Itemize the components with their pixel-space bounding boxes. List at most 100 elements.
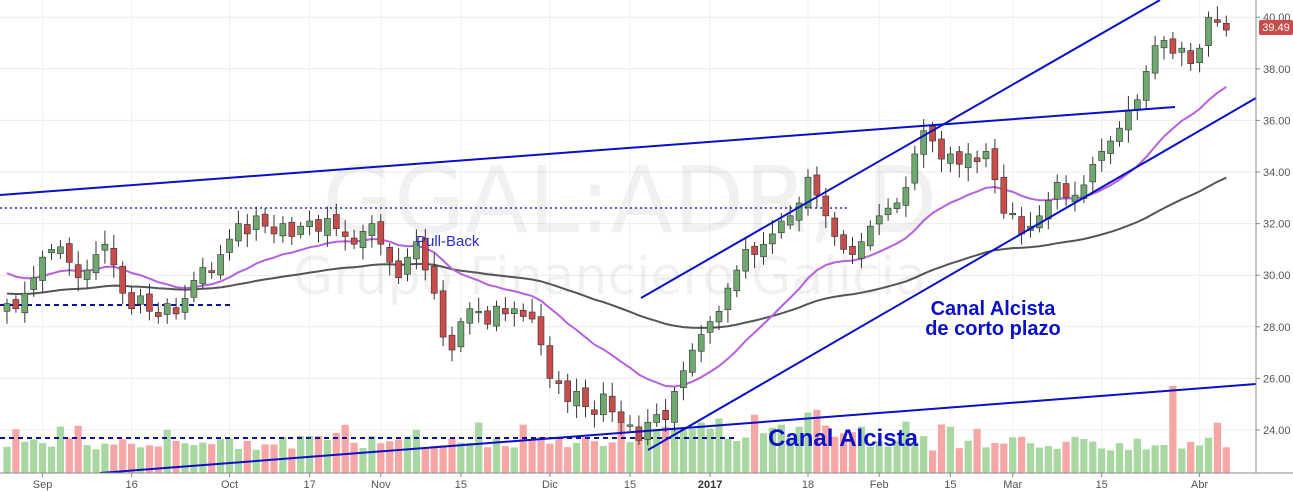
volume-bar <box>662 426 670 473</box>
volume-bar <box>991 443 999 473</box>
candle-body <box>457 321 465 348</box>
volume-bar <box>1115 443 1124 473</box>
volume-bar <box>119 439 127 473</box>
volume-bar <box>261 444 269 473</box>
volume-bar <box>279 436 287 473</box>
x-tick-label: 16 <box>125 479 137 491</box>
x-tick-label: 15 <box>624 479 636 491</box>
volume-bar <box>145 445 153 473</box>
candle-body <box>475 311 483 314</box>
volume-bar <box>65 438 73 473</box>
x-tick-label: Sep <box>33 479 53 491</box>
x-axis-bg <box>0 473 1293 491</box>
candle-body <box>217 254 224 276</box>
candle-body <box>92 254 100 274</box>
volume-bar <box>964 440 972 473</box>
volume-bar <box>857 426 865 473</box>
candle-body <box>386 247 394 263</box>
candle-body <box>421 237 429 271</box>
volume-bar <box>1098 448 1106 473</box>
x-tick-label: 15 <box>1096 479 1108 491</box>
volume-bar <box>208 444 216 473</box>
volume-bar <box>217 439 225 473</box>
x-tick-label: Oct <box>221 479 238 491</box>
volume-bar <box>724 438 732 473</box>
volume-bar <box>759 433 768 473</box>
y-tick-label: 24.00 <box>1263 425 1291 437</box>
candle-body <box>235 223 242 242</box>
volume-bar <box>234 448 242 473</box>
x-tick-label: 15 <box>455 479 467 491</box>
price-badge-bg <box>1259 20 1293 35</box>
volume-bar <box>510 447 518 473</box>
candle-body <box>1169 38 1177 54</box>
candle-body <box>635 426 643 441</box>
candle-body <box>715 311 723 323</box>
volume-bar <box>1204 437 1213 473</box>
long-term-channel-upper <box>0 106 1176 196</box>
volume-bar <box>1018 436 1026 473</box>
volume-bar <box>386 441 394 473</box>
volume-bar <box>751 414 759 473</box>
channel-label: Canal Alcista <box>768 425 918 452</box>
candle-body <box>208 270 215 273</box>
volume-bar <box>644 437 652 473</box>
candle-body <box>57 246 64 254</box>
candle-body <box>279 223 287 237</box>
volume-bar <box>893 440 901 473</box>
candle-body <box>1053 182 1061 200</box>
volume-bar <box>1151 445 1159 473</box>
volume-bar <box>599 446 607 473</box>
volume-bar <box>1089 441 1097 473</box>
volume-bar <box>617 421 625 473</box>
candle-body <box>706 321 714 333</box>
candle-body <box>955 151 963 165</box>
volume-bar <box>733 441 741 473</box>
volume-bar <box>30 439 38 473</box>
volume-bar <box>1187 441 1195 473</box>
candle-body <box>902 187 910 206</box>
candle-body <box>626 424 634 427</box>
candle-body <box>12 299 20 310</box>
candle-body <box>528 311 536 320</box>
candle-body <box>866 225 874 247</box>
candle-body <box>324 218 331 236</box>
volume-bar <box>181 443 189 473</box>
volume-bar <box>768 427 776 473</box>
volume-bar <box>697 422 705 473</box>
volume-bar <box>359 448 367 473</box>
y-tick-label: 28.00 <box>1263 322 1291 334</box>
moving-average-long <box>6 176 1227 329</box>
volume-bar <box>3 446 11 473</box>
candle-body <box>875 215 883 225</box>
volume-bar <box>466 442 474 473</box>
trend-lines <box>0 0 1257 474</box>
short-channel-lower <box>647 97 1257 451</box>
candle-body <box>582 387 589 408</box>
volume-bar <box>1071 436 1079 473</box>
candle-body <box>822 195 830 217</box>
volume-bar <box>421 447 429 473</box>
volume-bar <box>448 438 456 473</box>
candle-body <box>288 222 296 237</box>
volume-bar <box>83 445 91 473</box>
candle-body <box>653 414 661 423</box>
candle-body <box>21 292 29 314</box>
annotations: Pull-Back Canal Alcista de corto plazo C… <box>416 233 1061 452</box>
candle-body <box>591 409 598 415</box>
candle-body <box>1196 47 1203 64</box>
candle-body <box>573 390 580 407</box>
candle-body <box>840 234 847 250</box>
candle-body <box>671 390 678 423</box>
candle-body <box>163 303 171 315</box>
price-badge-value: 39.49 <box>1262 22 1290 34</box>
x-tick-label: Nov <box>371 479 391 491</box>
candle-body <box>252 215 260 230</box>
x-tick-label: 18 <box>802 479 814 491</box>
candle-body <box>261 213 269 227</box>
volume-bar <box>742 437 750 473</box>
volume-bar <box>795 426 803 473</box>
candle-body <box>48 249 55 254</box>
volume-bar <box>955 448 963 473</box>
volume-bar <box>412 429 420 473</box>
